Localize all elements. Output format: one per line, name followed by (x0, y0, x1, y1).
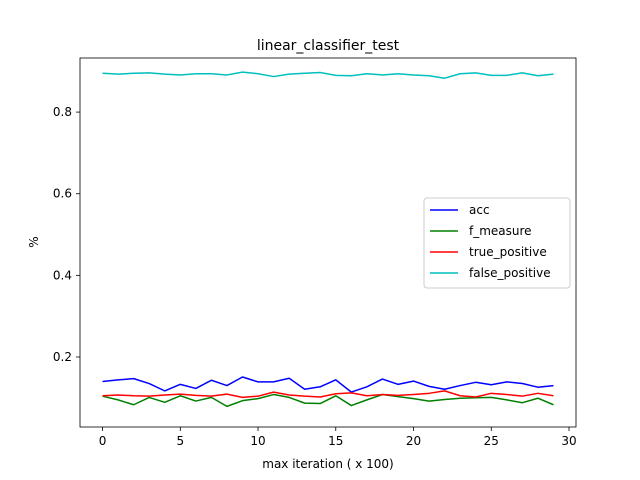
x-tick-label: 30 (561, 434, 576, 448)
y-axis-label: % (27, 236, 41, 247)
y-tick-label: 0.2 (53, 350, 72, 364)
x-tick-label: 5 (176, 434, 184, 448)
chart-title: linear_classifier_test (257, 38, 400, 54)
series-line-f-measure (102, 393, 554, 408)
series-line-false-positive (102, 71, 554, 79)
plot-frame (79, 57, 577, 428)
x-tick-label: 10 (250, 434, 265, 448)
y-tick-label: 0.6 (53, 187, 72, 201)
y-tick-label: 0.8 (53, 105, 72, 119)
legend-item-acc: acc (430, 203, 490, 217)
legend-label: f_measure (469, 224, 532, 238)
legend-item-false-positive: false_positive (430, 266, 551, 280)
legend-item-f-measure: f_measure (430, 224, 532, 238)
series-line-true-positive (102, 390, 554, 399)
x-tick-label: 20 (406, 434, 421, 448)
series-line-acc (102, 376, 554, 393)
legend: acc f_measure true_positive false_positive (423, 197, 571, 289)
legend-item-true-positive: true_positive (430, 245, 547, 259)
x-axis: 0 5 10 15 20 25 30 (99, 427, 577, 448)
legend-label: acc (469, 203, 490, 217)
x-tick-label: 25 (484, 434, 499, 448)
y-axis: 0.2 0.4 0.6 0.8 (53, 105, 80, 364)
legend-label: false_positive (469, 266, 551, 280)
series-layer (102, 71, 554, 408)
x-axis-label: max iteration ( x 100) (262, 457, 393, 471)
x-tick-label: 15 (328, 434, 343, 448)
x-tick-label: 0 (99, 434, 107, 448)
legend-label: true_positive (469, 245, 547, 259)
legend-box (423, 197, 571, 289)
y-tick-label: 0.4 (53, 268, 72, 282)
